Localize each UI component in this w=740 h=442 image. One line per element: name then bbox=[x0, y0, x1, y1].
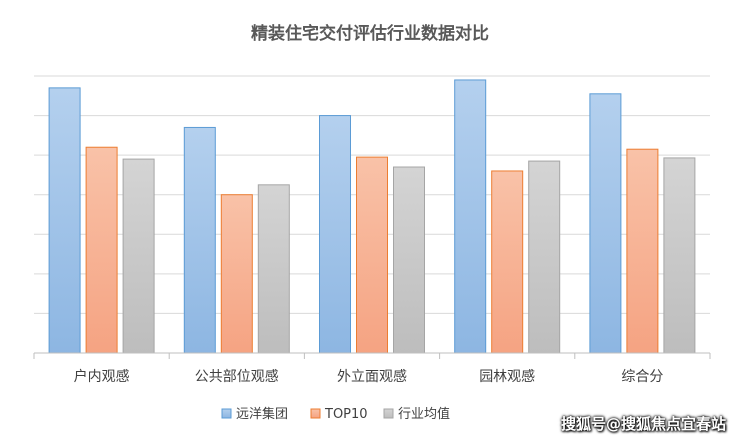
bar-1-5 bbox=[589, 93, 622, 354]
bar-1-4 bbox=[454, 79, 487, 354]
x-tick-label: 综合分 bbox=[621, 369, 663, 385]
x-tick-label: 外立面观感 bbox=[337, 368, 407, 385]
legend-swatch bbox=[310, 408, 321, 419]
bar-1-2 bbox=[183, 126, 216, 354]
legend-swatch bbox=[383, 408, 394, 419]
legend-swatch bbox=[221, 408, 232, 419]
bars bbox=[48, 79, 696, 354]
x-tick-label: 公共部位观感 bbox=[195, 368, 279, 385]
legend-label: 行业均值 bbox=[398, 406, 450, 422]
bar-2-2 bbox=[220, 194, 253, 354]
bar-1-3 bbox=[319, 115, 351, 354]
bar-3-5 bbox=[663, 157, 696, 354]
bar-2-5 bbox=[626, 148, 659, 354]
x-tick-label: 户内观感 bbox=[74, 368, 130, 385]
legend: 远洋集团 TOP10 行业均值 bbox=[221, 406, 450, 422]
bar-3-2 bbox=[257, 184, 290, 354]
bar-2-4 bbox=[491, 170, 524, 354]
x-axis bbox=[33, 352, 711, 359]
bar-3-4 bbox=[528, 160, 561, 354]
bar-2-1 bbox=[85, 146, 118, 354]
bar-1-1 bbox=[48, 87, 81, 354]
legend-label: TOP10 bbox=[324, 407, 368, 422]
bar-3-1 bbox=[122, 158, 155, 354]
watermark: 搜狐号@搜狐焦点宜春站 bbox=[560, 415, 726, 433]
chart-title: 精装住宅交付评估行业数据对比 bbox=[251, 23, 489, 44]
bar-2-3 bbox=[356, 156, 388, 354]
x-tick-labels: 户内观感 公共部位观感 外立面观感 园林观感 综合分 bbox=[74, 368, 664, 385]
legend-label: 远洋集团 bbox=[236, 406, 288, 422]
x-tick-label: 园林观感 bbox=[479, 368, 535, 385]
bar-3-3 bbox=[393, 166, 425, 354]
